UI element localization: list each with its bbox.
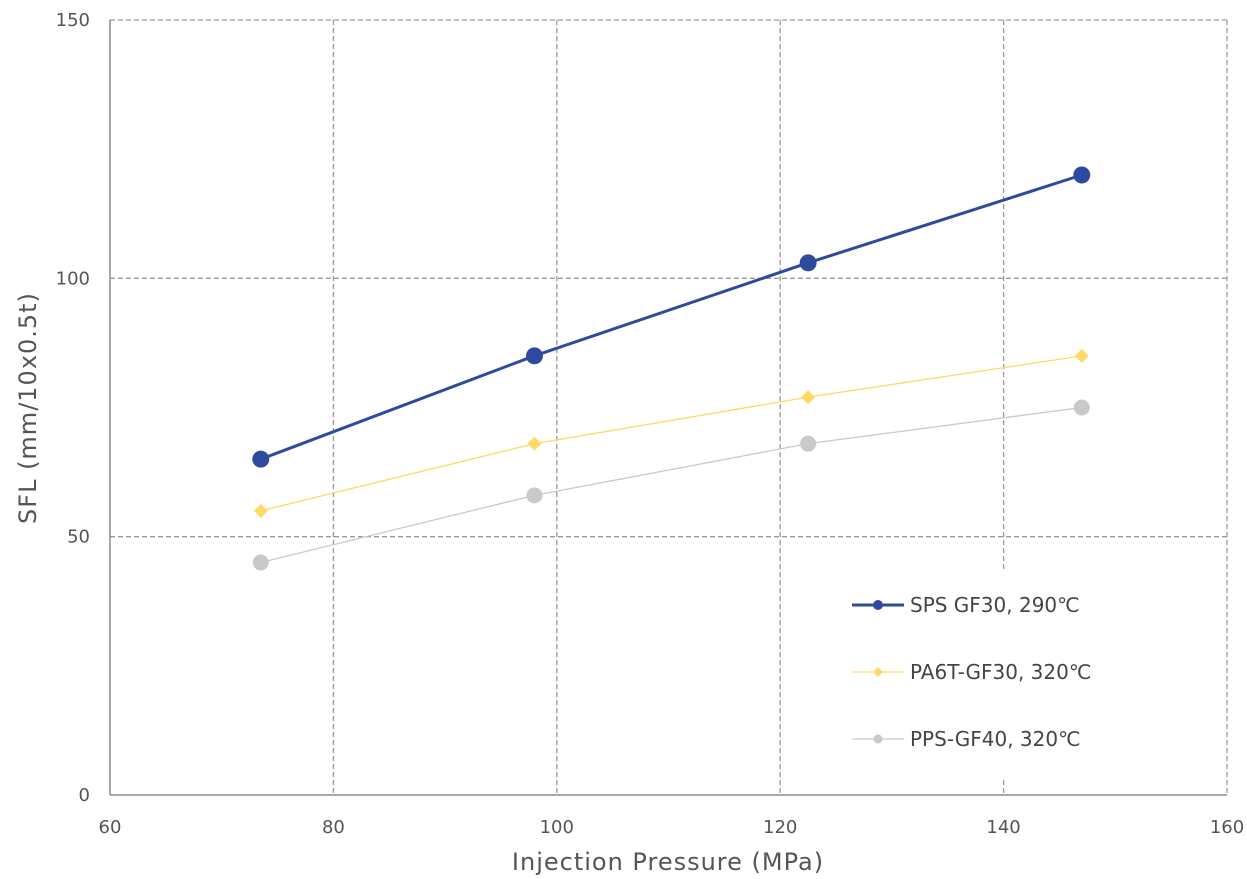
x-tick-label: 80 (322, 817, 345, 838)
data-point (252, 554, 269, 571)
data-point (252, 450, 270, 468)
x-tick-label: 100 (540, 817, 574, 838)
grid (110, 19, 1228, 795)
data-point (801, 390, 816, 405)
data-point (799, 254, 817, 272)
legend-swatch-marker (873, 734, 883, 744)
x-axis-title: Injection Pressure (MPa) (512, 848, 824, 876)
legend-swatch-marker (873, 600, 883, 610)
data-point (1073, 399, 1090, 416)
x-tick-label: 120 (763, 817, 797, 838)
axes: 60 80 100 120 140 160 0 50 100 150 (56, 10, 1245, 838)
data-point (525, 347, 543, 365)
x-tick-label: 160 (1210, 817, 1244, 838)
series-line (260, 406, 1082, 564)
legend-label: PA6T-GF30, 320℃ (910, 660, 1091, 684)
x-tick-label: 60 (99, 817, 122, 838)
data-point (1074, 348, 1089, 363)
data-point (253, 503, 268, 518)
x-tick-label: 140 (986, 817, 1020, 838)
y-axis-title: SFL (mm/10x0.5t) (14, 292, 42, 524)
data-point (527, 436, 542, 451)
y-tick-label: 150 (56, 10, 90, 31)
series-layer (252, 166, 1091, 571)
legend-box (786, 572, 1222, 780)
legend-swatch-marker (873, 667, 883, 677)
data-point (800, 435, 817, 452)
series-line (260, 173, 1083, 461)
legend-label: SPS GF30, 290℃ (910, 593, 1080, 617)
y-tick-label: 0 (79, 785, 90, 806)
legend: SPS GF30, 290℃ PA6T-GF30, 320℃ PPS-GF40, 3… (786, 572, 1222, 780)
y-tick-label: 50 (67, 527, 90, 548)
data-point (526, 487, 543, 504)
y-tick-label: 100 (56, 268, 90, 289)
legend-label: PPS-GF40, 320℃ (910, 727, 1081, 751)
series-line (260, 355, 1082, 512)
data-point (1073, 166, 1091, 184)
